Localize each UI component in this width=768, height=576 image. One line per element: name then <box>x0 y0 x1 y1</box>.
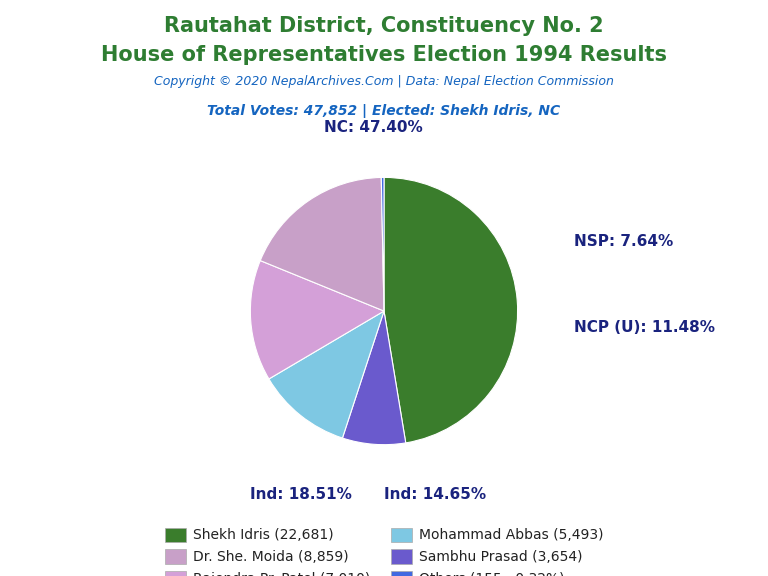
Legend: Shekh Idris (22,681), Dr. She. Moida (8,859), Rajendra Pr. Patel (7,010), Mohamm: Shekh Idris (22,681), Dr. She. Moida (8,… <box>160 522 608 576</box>
Wedge shape <box>381 177 384 311</box>
Wedge shape <box>250 260 384 379</box>
Text: Ind: 18.51%: Ind: 18.51% <box>250 487 352 502</box>
Text: Ind: 14.65%: Ind: 14.65% <box>384 487 486 502</box>
Wedge shape <box>343 311 406 445</box>
Text: Total Votes: 47,852 | Elected: Shekh Idris, NC: Total Votes: 47,852 | Elected: Shekh Idr… <box>207 104 561 118</box>
Text: House of Representatives Election 1994 Results: House of Representatives Election 1994 R… <box>101 45 667 65</box>
Text: Rautahat District, Constituency No. 2: Rautahat District, Constituency No. 2 <box>164 16 604 36</box>
Wedge shape <box>384 177 518 443</box>
Text: NC: 47.40%: NC: 47.40% <box>324 120 422 135</box>
Wedge shape <box>269 311 384 438</box>
Text: Copyright © 2020 NepalArchives.Com | Data: Nepal Election Commission: Copyright © 2020 NepalArchives.Com | Dat… <box>154 75 614 88</box>
Text: NSP: 7.64%: NSP: 7.64% <box>574 234 673 249</box>
Text: NCP (U): 11.48%: NCP (U): 11.48% <box>574 320 715 335</box>
Wedge shape <box>260 177 384 311</box>
